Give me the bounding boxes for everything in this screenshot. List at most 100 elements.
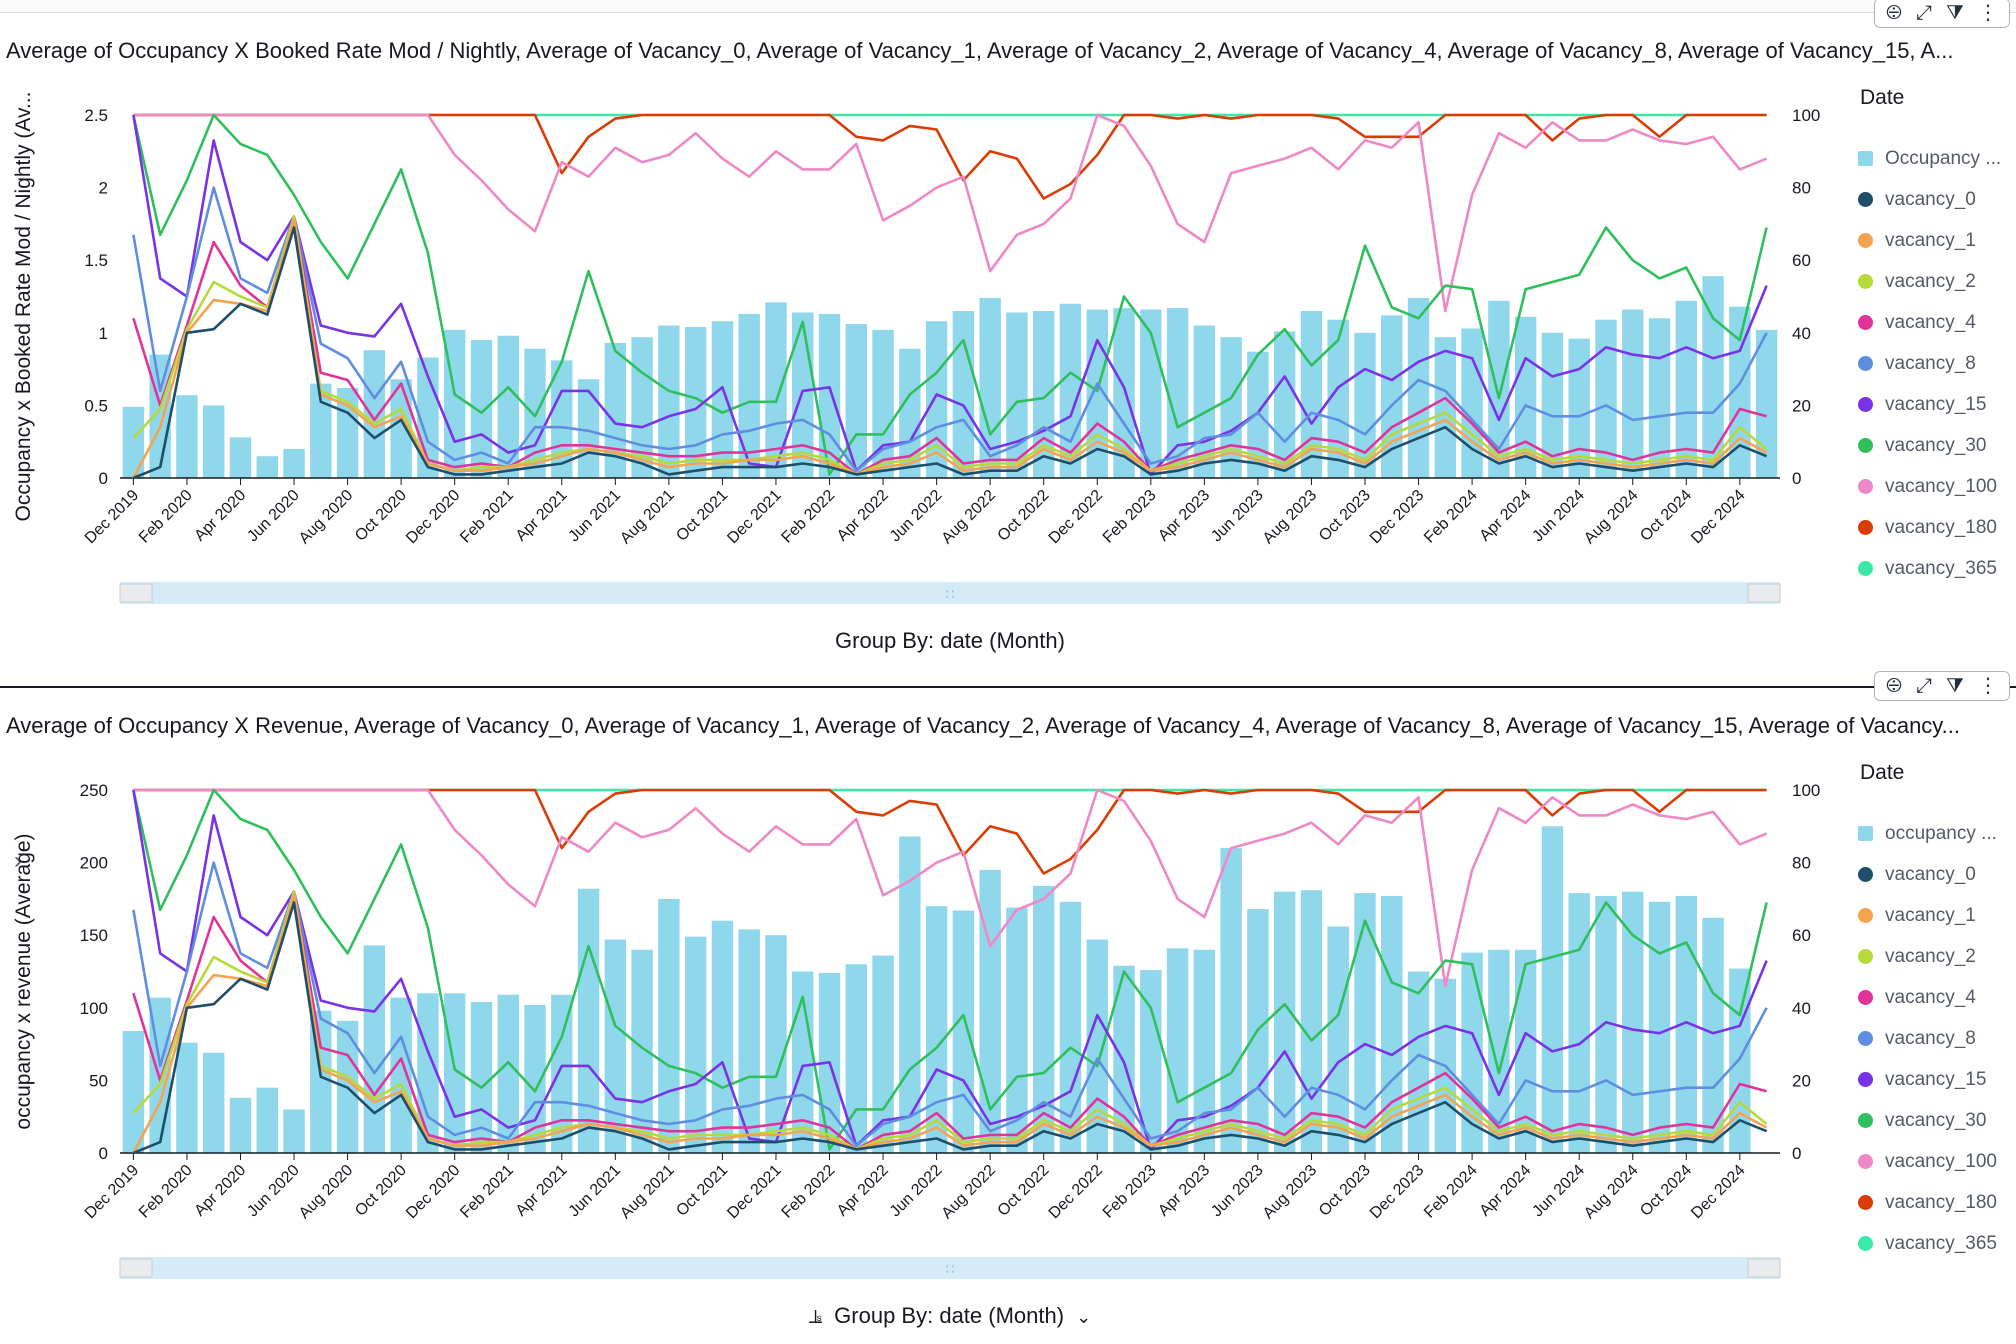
series-line-vacancy-2[interactable] — [132, 215, 1768, 476]
legend-item[interactable]: vacancy_180 — [1858, 507, 2008, 548]
legend-item[interactable]: vacancy_0 — [1858, 854, 2008, 895]
bar[interactable] — [738, 313, 760, 478]
bar[interactable] — [1514, 949, 1537, 1153]
bar[interactable] — [203, 1052, 225, 1153]
legend-item[interactable]: vacancy_2 — [1858, 936, 2008, 977]
series-line-vacancy-4[interactable] — [132, 215, 1767, 476]
scrollbar-handle-left[interactable] — [119, 583, 153, 603]
legend-item[interactable]: vacancy_8 — [1858, 343, 2008, 384]
legend-item[interactable]: vacancy_30 — [1858, 1100, 2008, 1141]
series-line-vacancy-15[interactable] — [132, 114, 1768, 476]
bar[interactable] — [283, 1109, 305, 1153]
bar[interactable] — [283, 448, 305, 478]
series-line-vacancy-180[interactable] — [133, 788, 1767, 875]
bar[interactable] — [604, 939, 627, 1153]
series-line-vacancy-2[interactable] — [132, 890, 1768, 1151]
legend-item[interactable]: vacancy_1 — [1858, 895, 2008, 936]
legend-item[interactable]: vacancy_1 — [1858, 220, 2008, 261]
bar[interactable] — [1086, 939, 1108, 1153]
chevron-right-icon[interactable]: › — [14, 847, 22, 874]
group-by-dropdown[interactable]: ⫡ Group By: date (Month) ⌄ — [808, 1303, 1092, 1328]
bar[interactable] — [1247, 351, 1269, 478]
bar[interactable] — [1381, 895, 1403, 1153]
bar[interactable] — [925, 906, 948, 1153]
bar[interactable] — [1059, 901, 1082, 1153]
bar[interactable] — [1059, 303, 1082, 478]
bar[interactable] — [1568, 893, 1590, 1153]
bar[interactable] — [497, 994, 519, 1153]
bar[interactable] — [1193, 949, 1216, 1153]
bar[interactable] — [256, 1087, 278, 1153]
bar[interactable] — [1381, 315, 1403, 478]
legend-item[interactable]: vacancy_15 — [1858, 1059, 2008, 1100]
bar[interactable] — [1300, 311, 1323, 478]
bar[interactable] — [1006, 907, 1028, 1153]
legend-item[interactable]: vacancy_2 — [1858, 261, 2008, 302]
bar[interactable] — [443, 993, 466, 1153]
more-icon[interactable]: ⋮ — [1977, 675, 1998, 697]
bar[interactable] — [684, 936, 707, 1153]
legend-item[interactable]: vacancy_180 — [1858, 1182, 2008, 1223]
legend-item[interactable]: vacancy_15 — [1858, 384, 2008, 425]
bar[interactable] — [1514, 316, 1537, 478]
bar[interactable] — [1595, 319, 1617, 478]
bar[interactable] — [658, 325, 680, 478]
bar[interactable] — [1113, 308, 1135, 478]
bar[interactable] — [899, 836, 921, 1153]
bar[interactable] — [1140, 970, 1162, 1153]
legend-item[interactable]: vacancy_4 — [1858, 977, 2008, 1018]
bar[interactable] — [363, 945, 386, 1153]
bar[interactable] — [1648, 901, 1671, 1153]
bar[interactable] — [203, 405, 225, 478]
filter-icon[interactable]: ⧩ — [1946, 675, 1964, 697]
legend-item[interactable]: Occupancy ... — [1858, 138, 2008, 179]
series-line-vacancy-0[interactable] — [132, 226, 1768, 480]
bar[interactable] — [1033, 885, 1055, 1153]
bar[interactable] — [524, 1004, 546, 1153]
bar[interactable] — [1166, 308, 1189, 478]
range-scrollbar[interactable] — [120, 582, 1780, 604]
bar[interactable] — [1702, 276, 1724, 478]
expand-icon[interactable]: ⤢ — [1915, 2, 1932, 24]
series-line-vacancy-4[interactable] — [132, 890, 1767, 1151]
series-line-vacancy-100[interactable] — [133, 113, 1768, 313]
bar[interactable] — [1541, 826, 1564, 1153]
legend-item[interactable]: vacancy_4 — [1858, 302, 2008, 343]
bar[interactable] — [1434, 337, 1457, 478]
bar[interactable] — [390, 997, 412, 1153]
bar[interactable] — [1461, 328, 1483, 478]
series-line-vacancy-30[interactable] — [132, 113, 1768, 476]
series-line-vacancy-30[interactable] — [132, 788, 1768, 1151]
scrollbar-handle-right[interactable] — [1747, 583, 1781, 603]
bar[interactable] — [470, 340, 493, 478]
legend-item[interactable]: vacancy_8 — [1858, 1018, 2008, 1059]
bar[interactable] — [1033, 311, 1055, 478]
series-line-vacancy-100[interactable] — [133, 788, 1768, 988]
bar[interactable] — [1166, 948, 1189, 1153]
bar[interactable] — [952, 910, 975, 1153]
bar[interactable] — [1327, 319, 1349, 478]
bar[interactable] — [1488, 300, 1510, 478]
bar[interactable] — [1622, 309, 1644, 478]
bar[interactable] — [229, 1097, 252, 1153]
bar[interactable] — [390, 379, 412, 478]
legend-item[interactable]: vacancy_30 — [1858, 425, 2008, 466]
bar[interactable] — [845, 964, 867, 1153]
bar[interactable] — [122, 1031, 145, 1153]
bar[interactable] — [738, 929, 760, 1153]
bar[interactable] — [979, 297, 1001, 478]
scrollbar-handle-left[interactable] — [119, 1258, 153, 1278]
bar[interactable] — [1702, 917, 1724, 1153]
bar[interactable] — [1273, 891, 1296, 1153]
series-line-vacancy-8[interactable] — [132, 861, 1768, 1148]
series-line-vacancy-1[interactable] — [132, 219, 1768, 479]
bar[interactable] — [604, 342, 627, 478]
bar[interactable] — [229, 437, 252, 478]
bar[interactable] — [1675, 300, 1697, 478]
bar[interactable] — [1755, 329, 1778, 478]
bar[interactable] — [363, 350, 386, 478]
bar[interactable] — [1488, 949, 1510, 1153]
legend-item[interactable]: vacancy_365 — [1858, 1223, 2008, 1264]
bar[interactable] — [310, 383, 332, 478]
bar[interactable] — [845, 324, 867, 478]
